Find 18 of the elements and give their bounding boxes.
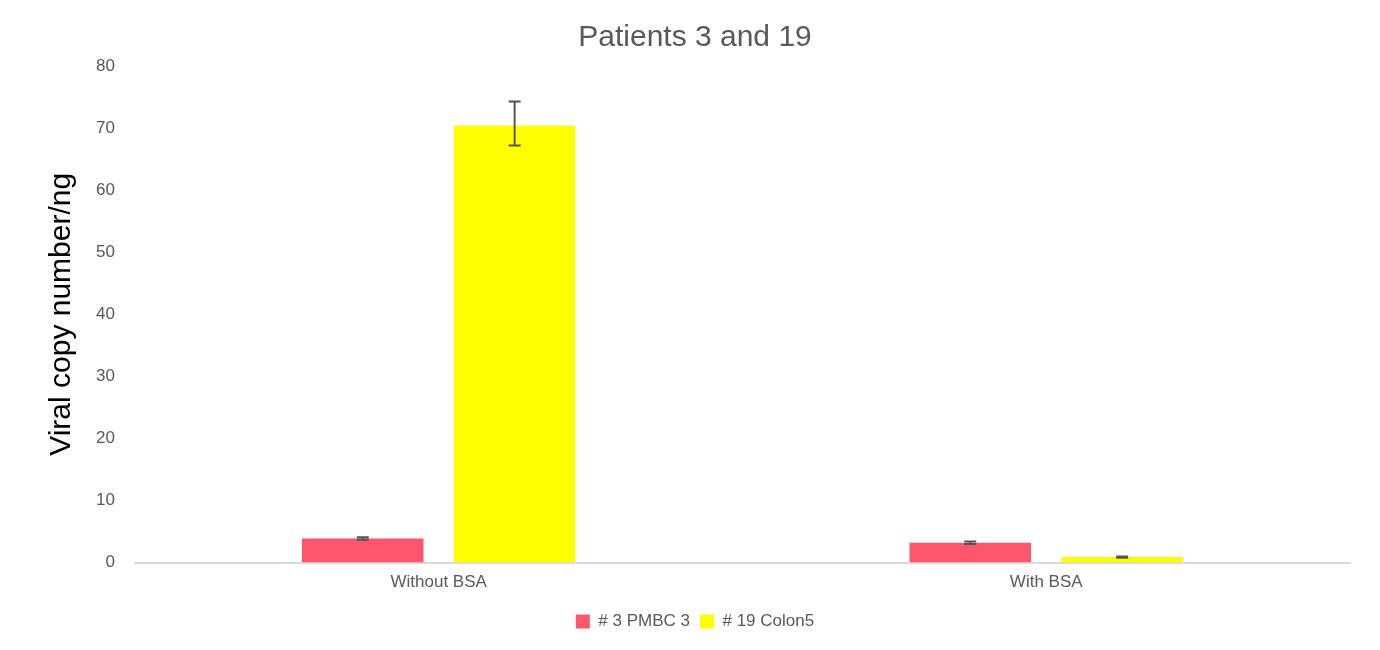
y-tick-label: 20 — [95, 428, 115, 448]
y-tick-label: 0 — [105, 552, 115, 572]
x-tick-label: With BSA — [1009, 572, 1084, 592]
y-axis-title: Viral copy number/ng — [43, 172, 77, 456]
y-tick-label: 50 — [95, 241, 115, 261]
y-tick-label: 80 — [95, 55, 115, 75]
legend-label: # 3 PMBC 3 — [598, 611, 690, 631]
x-tick-label: Without BSA — [390, 572, 488, 592]
y-tick-label: 10 — [95, 490, 115, 510]
y-tick-label: 70 — [95, 117, 115, 137]
chart-title: Patients 3 and 19 — [578, 19, 812, 53]
bar — [301, 538, 424, 563]
y-tick-label: 30 — [95, 366, 115, 386]
y-tick-label: 40 — [95, 303, 115, 323]
bar — [909, 542, 1032, 563]
bar — [453, 125, 576, 563]
y-tick-label: 60 — [95, 179, 115, 199]
legend-label: # 19 Colon5 — [722, 611, 815, 631]
